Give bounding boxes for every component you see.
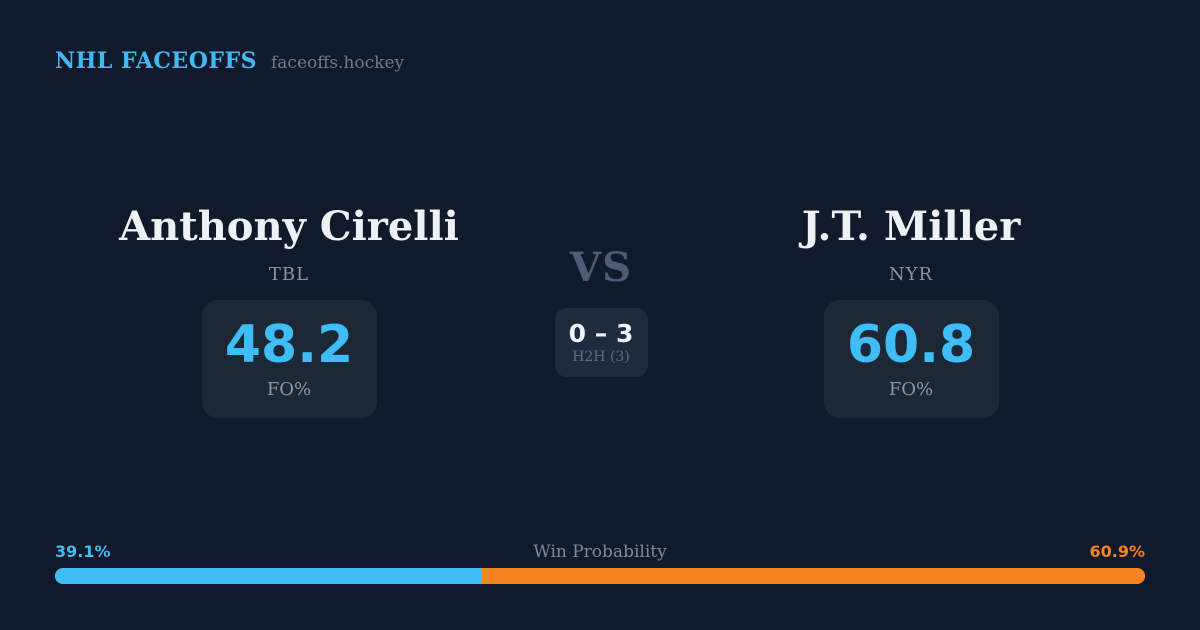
vs-label: VS <box>570 244 632 291</box>
win-probability-left-pct: 39.1% <box>55 542 111 561</box>
stat-label-right: FO% <box>888 378 934 400</box>
player-team-right: NYR <box>888 264 934 285</box>
h2h-card: 0 – 3 H2H (3) <box>554 308 648 377</box>
center-column: VS 0 – 3 H2H (3) <box>511 248 691 377</box>
win-probability-bar <box>55 568 1145 584</box>
player-column-right: J.T. Miller NYR 60.8 FO% <box>726 205 1096 418</box>
win-probability-labels: 39.1% Win Probability 60.9% <box>55 542 1145 562</box>
player-name-left: Anthony Cirelli <box>119 203 459 250</box>
stat-value-left: 48.2 <box>224 314 354 375</box>
stat-card-right: 60.8 FO% <box>823 300 999 418</box>
prob-bar-left-segment <box>55 568 482 584</box>
site-url: faceoffs.hockey <box>271 53 405 73</box>
header: NHL FACEOFFS faceoffs.hockey <box>55 48 404 74</box>
stat-label-left: FO% <box>266 378 312 400</box>
win-probability-title: Win Probability <box>533 542 667 562</box>
stat-card-left: 48.2 FO% <box>201 300 377 418</box>
player-column-left: Anthony Cirelli TBL 48.2 FO% <box>104 205 474 418</box>
prob-bar-right-segment <box>481 568 1145 584</box>
stat-value-right: 60.8 <box>846 314 976 375</box>
player-name-right: J.T. Miller <box>801 203 1021 250</box>
h2h-label: H2H (3) <box>572 349 630 366</box>
h2h-score: 0 – 3 <box>568 318 634 348</box>
win-probability-right-pct: 60.9% <box>1089 542 1145 561</box>
player-team-left: TBL <box>268 264 310 285</box>
brand-title: NHL FACEOFFS <box>55 48 257 74</box>
